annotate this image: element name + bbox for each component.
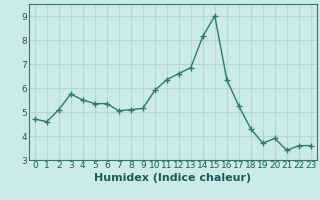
X-axis label: Humidex (Indice chaleur): Humidex (Indice chaleur)	[94, 173, 252, 183]
